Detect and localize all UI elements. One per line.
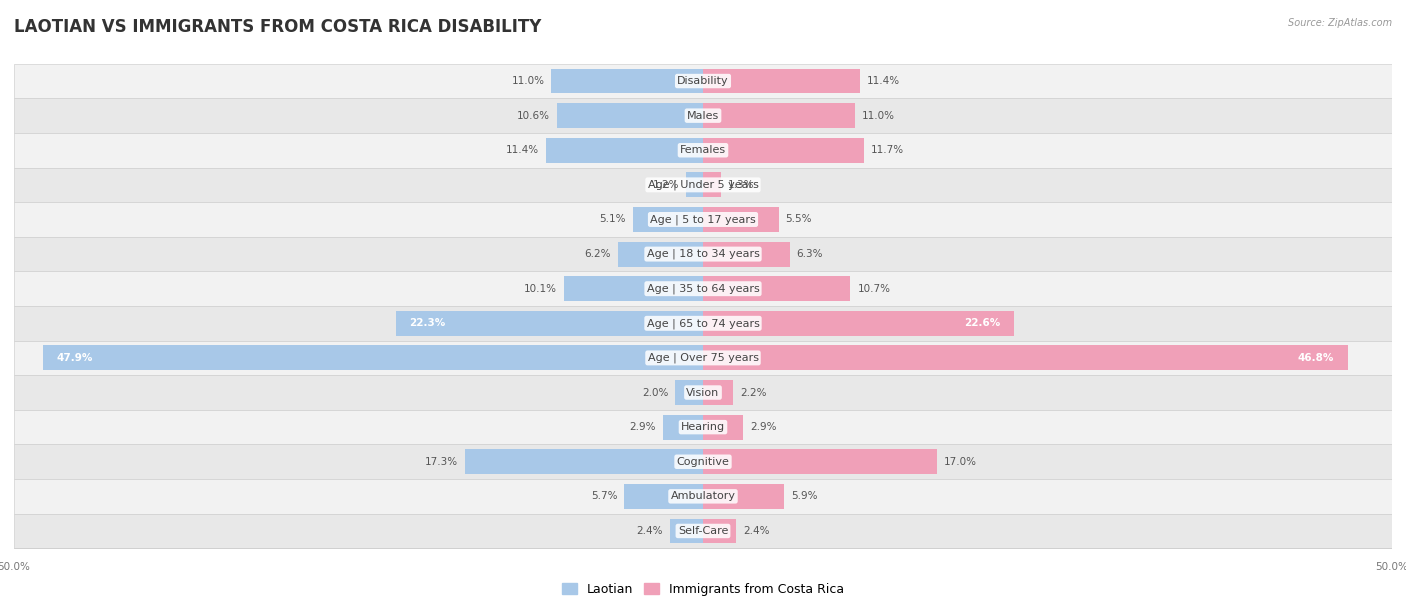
Bar (14, 237, 1392, 271)
Bar (464, 449, 703, 474)
Bar (14, 271, 1392, 306)
Text: Age | Under 5 years: Age | Under 5 years (648, 179, 758, 190)
Text: 10.6%: 10.6% (517, 111, 550, 121)
Bar (624, 484, 703, 509)
Text: Ambulatory: Ambulatory (671, 491, 735, 501)
Text: 11.4%: 11.4% (868, 76, 900, 86)
Bar (703, 345, 1348, 370)
Bar (14, 133, 1392, 168)
Text: Disability: Disability (678, 76, 728, 86)
Text: Source: ZipAtlas.com: Source: ZipAtlas.com (1288, 18, 1392, 28)
Bar (675, 380, 703, 405)
Bar (546, 138, 703, 163)
Bar (14, 410, 1392, 444)
Legend: Laotian, Immigrants from Costa Rica: Laotian, Immigrants from Costa Rica (557, 578, 849, 601)
Bar (633, 207, 703, 232)
Text: Cognitive: Cognitive (676, 457, 730, 467)
Text: 5.9%: 5.9% (792, 491, 818, 501)
Bar (703, 484, 785, 509)
Bar (14, 444, 1392, 479)
Text: Hearing: Hearing (681, 422, 725, 432)
Bar (617, 242, 703, 267)
Text: 47.9%: 47.9% (56, 353, 93, 363)
Bar (14, 202, 1392, 237)
Bar (703, 173, 721, 197)
Bar (703, 449, 938, 474)
Text: 2.4%: 2.4% (637, 526, 664, 536)
Text: Age | 35 to 64 years: Age | 35 to 64 years (647, 283, 759, 294)
Text: 22.3%: 22.3% (409, 318, 446, 328)
Text: 5.7%: 5.7% (591, 491, 617, 501)
Bar (664, 415, 703, 439)
Bar (395, 311, 703, 336)
Text: Self-Care: Self-Care (678, 526, 728, 536)
Text: 46.8%: 46.8% (1298, 353, 1334, 363)
Text: 2.9%: 2.9% (749, 422, 776, 432)
Bar (703, 276, 851, 301)
Text: 2.0%: 2.0% (643, 387, 669, 398)
Bar (551, 69, 703, 94)
Text: 17.0%: 17.0% (945, 457, 977, 467)
Text: Age | 5 to 17 years: Age | 5 to 17 years (650, 214, 756, 225)
Bar (14, 99, 1392, 133)
Bar (686, 173, 703, 197)
Text: 11.7%: 11.7% (872, 145, 904, 155)
Text: 17.3%: 17.3% (425, 457, 458, 467)
Bar (703, 138, 865, 163)
Text: 5.1%: 5.1% (599, 214, 626, 225)
Text: 11.0%: 11.0% (512, 76, 544, 86)
Bar (14, 168, 1392, 202)
Text: 10.1%: 10.1% (524, 284, 557, 294)
Text: 2.2%: 2.2% (740, 387, 766, 398)
Text: 5.5%: 5.5% (786, 214, 813, 225)
Text: 11.0%: 11.0% (862, 111, 894, 121)
Bar (557, 103, 703, 128)
Bar (14, 341, 1392, 375)
Bar (14, 375, 1392, 410)
Text: 2.9%: 2.9% (630, 422, 657, 432)
Bar (703, 103, 855, 128)
Bar (14, 513, 1392, 548)
Bar (14, 479, 1392, 513)
Text: Age | 65 to 74 years: Age | 65 to 74 years (647, 318, 759, 329)
Text: 6.2%: 6.2% (583, 249, 610, 259)
Text: LAOTIAN VS IMMIGRANTS FROM COSTA RICA DISABILITY: LAOTIAN VS IMMIGRANTS FROM COSTA RICA DI… (14, 18, 541, 36)
Text: 6.3%: 6.3% (797, 249, 823, 259)
Text: Males: Males (688, 111, 718, 121)
Bar (703, 415, 742, 439)
Bar (703, 311, 1014, 336)
Bar (564, 276, 703, 301)
Bar (703, 380, 734, 405)
Bar (44, 345, 703, 370)
Text: 2.4%: 2.4% (742, 526, 769, 536)
Bar (703, 69, 860, 94)
Bar (703, 518, 737, 543)
Text: 11.4%: 11.4% (506, 145, 538, 155)
Text: 1.2%: 1.2% (652, 180, 679, 190)
Text: Females: Females (681, 145, 725, 155)
Text: 22.6%: 22.6% (965, 318, 1001, 328)
Text: 10.7%: 10.7% (858, 284, 890, 294)
Bar (703, 242, 790, 267)
Text: Age | 18 to 34 years: Age | 18 to 34 years (647, 249, 759, 259)
Text: Vision: Vision (686, 387, 720, 398)
Bar (669, 518, 703, 543)
Text: Age | Over 75 years: Age | Over 75 years (648, 353, 758, 363)
Bar (14, 306, 1392, 341)
Bar (14, 64, 1392, 99)
Text: 1.3%: 1.3% (728, 180, 754, 190)
Bar (703, 207, 779, 232)
